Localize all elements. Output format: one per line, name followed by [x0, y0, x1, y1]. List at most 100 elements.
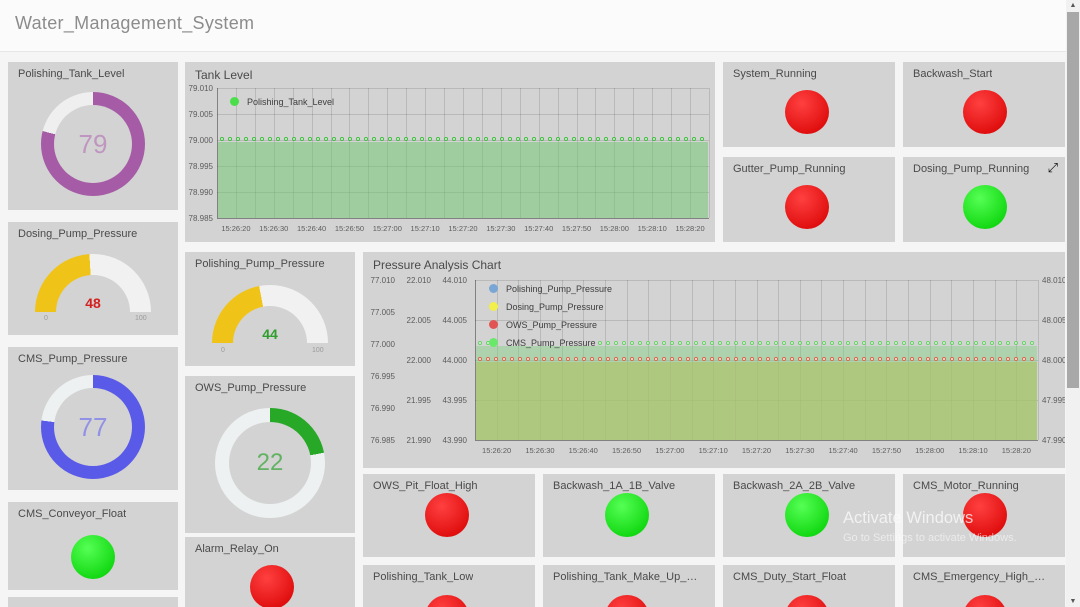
data-point-marker [606, 341, 610, 345]
axis-tick-label: 78.985 [188, 214, 213, 223]
status-light [963, 493, 1007, 537]
axis-tick-label: 15:27:40 [828, 446, 858, 455]
data-point-marker [486, 357, 490, 361]
scrollbar-down-arrow[interactable]: ▼ [1069, 598, 1077, 605]
panel-title: CMS_Pump_Pressure [18, 353, 128, 365]
data-point-marker [774, 357, 778, 361]
status-light [425, 493, 469, 537]
data-point-marker [420, 137, 424, 141]
grid-line [1038, 280, 1039, 440]
data-point-marker [524, 137, 528, 141]
data-point-marker [612, 137, 616, 141]
axis-tick-label: 15:28:10 [637, 224, 667, 233]
donut-gauge: 22 [215, 408, 325, 518]
panel-cms-duty-start-float: CMS_Duty_Start_Float [723, 565, 895, 607]
panel-cms-emergency-high-float: CMS_Emergency_High_Float [903, 565, 1065, 607]
data-point-marker [870, 341, 874, 345]
tank-level-chart: 79.010 79.005 79.000 78.995 78.990 78.985 Poli… [185, 62, 715, 242]
data-point-marker [388, 137, 392, 141]
legend-item[interactable]: Polishing_Pump_Pressure [489, 282, 612, 295]
data-point-marker [340, 137, 344, 141]
gauge-value: 48 [85, 295, 101, 311]
data-point-marker [974, 357, 978, 361]
legend-item[interactable]: Dosing_Pump_Pressure [489, 300, 612, 313]
data-point-marker [886, 341, 890, 345]
data-point-marker [550, 357, 554, 361]
series-area-fill [476, 362, 1037, 440]
grid-line [604, 280, 606, 440]
status-light [963, 185, 1007, 229]
data-point-marker [614, 341, 618, 345]
data-point-marker [814, 357, 818, 361]
axis-tick-label: 77.005 [370, 308, 395, 317]
legend-item[interactable]: CMS_Pump_Pressure [489, 336, 612, 349]
data-point-marker [508, 137, 512, 141]
data-point-marker [838, 357, 842, 361]
series-area-fill [476, 346, 1037, 440]
axis-tick-label: 48.000 [1042, 356, 1065, 365]
data-point-marker [702, 341, 706, 345]
data-point-marker [782, 357, 786, 361]
data-point-marker [484, 137, 488, 141]
axis-tick-label: 48.010 [1042, 276, 1065, 285]
legend-item[interactable]: OWS_Pump_Pressure [489, 318, 612, 331]
donut-hole: 77 [54, 388, 132, 466]
legend-item[interactable]: Polishing_Tank_Level [230, 95, 334, 108]
axis-tick-label: 78.990 [188, 188, 213, 197]
vertical-scrollbar[interactable]: ▲ ▼ [1066, 0, 1080, 607]
data-point-marker [622, 357, 626, 361]
data-point-marker [710, 341, 714, 345]
data-point-marker [380, 137, 384, 141]
app-header: Water_Management_System [0, 0, 1080, 52]
data-point-marker [636, 137, 640, 141]
data-point-marker [534, 357, 538, 361]
data-point-marker [580, 137, 584, 141]
panel-title: Dosing_Pump_Running [913, 163, 1030, 175]
expand-icon[interactable]: ⤢ [1047, 160, 1058, 175]
grid-line [778, 280, 780, 440]
data-point-marker [910, 341, 914, 345]
data-point-marker [958, 357, 962, 361]
axis-tick-label: 76.985 [370, 436, 395, 445]
data-point-marker [750, 357, 754, 361]
data-point-marker [654, 341, 658, 345]
scrollbar-thumb[interactable] [1067, 12, 1079, 388]
donut-hole: 79 [54, 105, 132, 183]
data-point-marker [854, 357, 858, 361]
grid-line [217, 88, 709, 89]
data-point-marker [670, 341, 674, 345]
scrollbar-up-arrow[interactable]: ▲ [1069, 2, 1077, 9]
data-point-marker [806, 341, 810, 345]
y-axis-line [217, 88, 218, 218]
data-point-marker [1030, 341, 1034, 345]
panel-title: Polishing_Tank_Make_Up_Fl... [553, 571, 701, 583]
panel-title: Polishing_Tank_Low [373, 571, 474, 583]
data-point-marker [742, 341, 746, 345]
data-point-marker [830, 357, 834, 361]
donut-hole: 22 [229, 422, 311, 504]
axis-tick-label: 15:26:50 [334, 224, 365, 233]
axis-tick-label: 15:27:00 [655, 446, 685, 455]
data-point-marker [476, 137, 480, 141]
panel-title: OWS_Pump_Pressure [195, 382, 307, 394]
data-point-marker [532, 137, 536, 141]
panel-polishing-tank-make-up-float: Polishing_Tank_Make_Up_Fl... [543, 565, 715, 607]
data-point-marker [356, 137, 360, 141]
data-point-marker [460, 137, 464, 141]
gauge-value: 77 [78, 411, 108, 442]
data-point-marker [684, 137, 688, 141]
axis-tick-label: 15:28:20 [675, 224, 705, 233]
data-point-marker [918, 341, 922, 345]
axis-tick-label: 22.000 [406, 356, 431, 365]
data-point-marker [468, 137, 472, 141]
panel-title: Backwash_2A_2B_Valve [733, 480, 856, 492]
legend-color-dot [489, 302, 498, 311]
donut-gauge: 77 [41, 375, 145, 479]
panel-backwash-2a-2b-valve: Backwash_2A_2B_Valve [723, 474, 895, 557]
data-point-marker [686, 357, 690, 361]
data-point-marker [556, 137, 560, 141]
data-point-marker [734, 341, 738, 345]
data-point-marker [870, 357, 874, 361]
panel-tank-level-chart: Tank Level 79.010 79.005 79.000 78.995 78.99… [185, 62, 715, 242]
